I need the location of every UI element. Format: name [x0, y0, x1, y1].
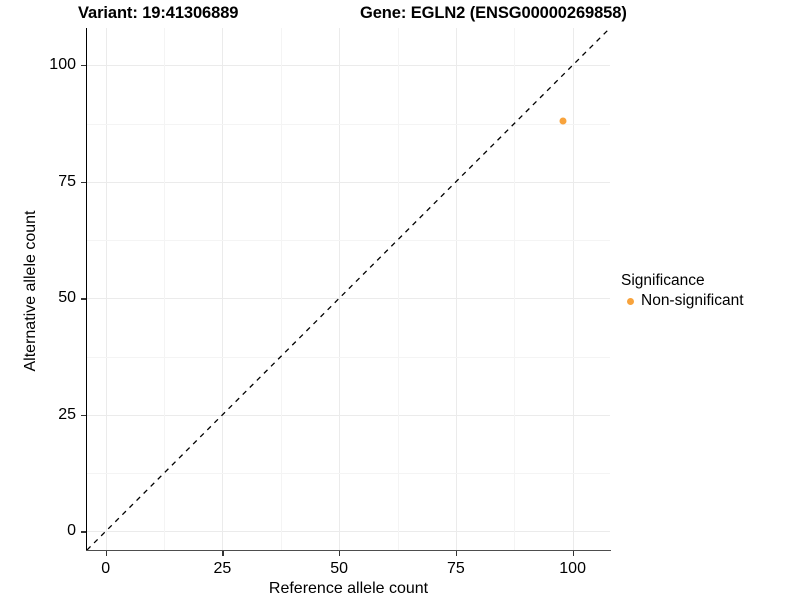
- y-tick-mark: [81, 414, 86, 417]
- gridline-minor-vertical: [514, 28, 516, 550]
- gridline-major-horizontal: [87, 181, 610, 183]
- y-axis-title: Alternative allele count: [22, 210, 39, 372]
- gridline-major-vertical: [222, 28, 224, 550]
- legend-dot-icon: [626, 297, 634, 305]
- legend-item-label: Non-significant: [641, 292, 744, 309]
- plot-title-row: Variant: 19:41306889 Gene: EGLN2 (ENSG00…: [0, 4, 800, 26]
- gridline-major-horizontal: [87, 298, 610, 300]
- gridline-major-vertical: [455, 28, 457, 550]
- y-tick-label: 75: [58, 172, 76, 190]
- legend: Significance Non-significant: [621, 272, 796, 310]
- x-tick-mark: [572, 551, 574, 556]
- gridline-minor-horizontal: [87, 473, 610, 475]
- y-axis-line: [86, 28, 88, 551]
- y-tick-mark: [81, 181, 86, 183]
- y-tick-mark: [81, 298, 86, 300]
- gridline-minor-vertical: [280, 28, 282, 550]
- y-tick-mark: [81, 65, 86, 67]
- x-axis-line: [86, 550, 611, 552]
- identity-reference-line: [87, 28, 610, 550]
- y-tick-mark: [81, 531, 86, 533]
- y-tick-label: 100: [49, 56, 76, 74]
- plot-panel: [87, 28, 610, 550]
- x-axis-title: Reference allele count: [268, 580, 429, 597]
- data-point[interactable]: [559, 117, 567, 125]
- x-tick-label: 0: [101, 560, 111, 577]
- y-tick-label: 50: [58, 289, 76, 307]
- gridline-major-horizontal: [87, 414, 610, 416]
- gridline-major-vertical: [105, 28, 107, 550]
- x-tick-mark: [339, 551, 341, 556]
- gridline-major-horizontal: [87, 65, 610, 67]
- gridline-major-vertical: [339, 28, 341, 550]
- x-tick-label: 25: [213, 560, 232, 577]
- legend-items: Non-significant: [621, 292, 796, 310]
- legend-item[interactable]: Non-significant: [621, 292, 796, 310]
- x-tick-mark: [222, 551, 224, 556]
- gridline-minor-vertical: [397, 28, 399, 550]
- gene-title: Gene: EGLN2 (ENSG00000269858): [360, 4, 627, 22]
- gridline-major-horizontal: [87, 531, 610, 533]
- y-axis-tick-labels: 0 25 50 75 100: [14, 0, 76, 600]
- variant-title: Variant: 19:41306889: [78, 4, 239, 22]
- x-tick-mark: [455, 551, 458, 556]
- y-tick-label: 0: [67, 522, 76, 540]
- x-tick-label: 100: [559, 560, 586, 577]
- gridline-minor-horizontal: [87, 123, 610, 125]
- gridline-minor-vertical: [164, 28, 166, 550]
- x-tick-mark: [105, 551, 107, 556]
- gridline-minor-horizontal: [87, 356, 610, 358]
- x-tick-label: 50: [330, 560, 349, 577]
- y-tick-label: 25: [58, 405, 76, 423]
- gridline-minor-horizontal: [87, 240, 610, 242]
- x-tick-label: 75: [446, 560, 465, 577]
- legend-title: Significance: [621, 272, 705, 289]
- gridline-major-vertical: [572, 28, 574, 550]
- legend-key-non-significant: [621, 292, 639, 310]
